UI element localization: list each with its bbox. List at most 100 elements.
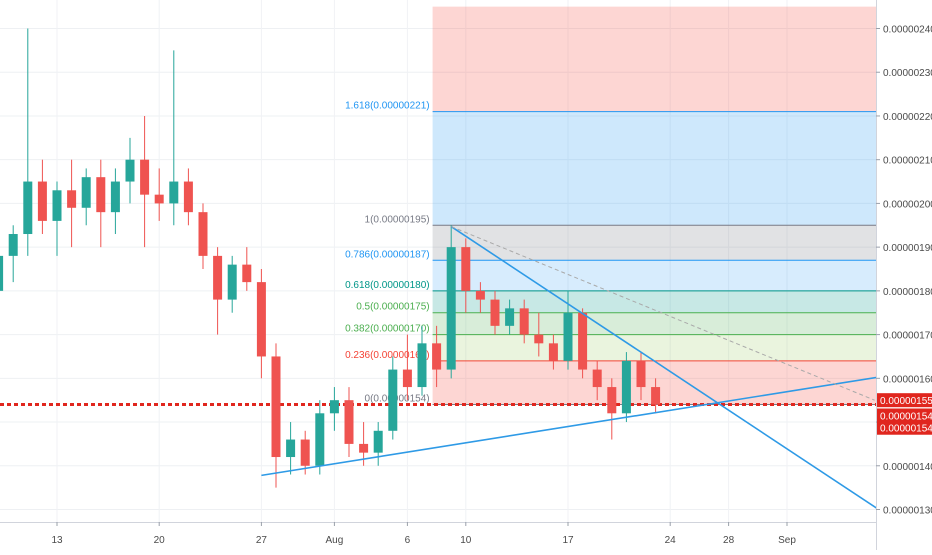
candle-body: [446, 247, 456, 370]
price-axis-label: 0.00000190: [883, 243, 932, 254]
candle-body: [52, 190, 62, 221]
fib-zone: [432, 334, 898, 361]
candle-body: [461, 247, 471, 291]
price-axis-label: 0.00000220: [883, 112, 932, 123]
candle-body: [96, 177, 106, 213]
time-axis-label: 24: [665, 535, 677, 546]
time-axis-label: 17: [562, 535, 574, 546]
candle-body: [621, 360, 631, 414]
fib-level-label: 1.618(0.00000221): [345, 101, 430, 112]
candle-body: [475, 290, 485, 300]
candle-body: [329, 400, 339, 414]
candle-body: [0, 255, 4, 291]
candle-body: [651, 387, 661, 405]
candle-body: [548, 343, 558, 361]
candle-body: [271, 356, 281, 458]
fib-zone: [432, 290, 898, 313]
candle-body: [110, 181, 120, 213]
candle-body: [227, 264, 237, 300]
candle-body: [563, 312, 573, 361]
price-axis-label: 0.00000130: [883, 506, 932, 517]
time-axis-background: [0, 522, 876, 550]
price-tag: [877, 420, 932, 435]
candle-body: [417, 343, 427, 388]
time-axis: 13 20 27 Aug 6 10 17 24 28 Sep: [0, 522, 876, 550]
time-axis-label: 6: [405, 535, 411, 546]
candle-body: [373, 430, 383, 453]
price-axis-label: 0.00000170: [883, 331, 932, 342]
price-axis-label: 0.00000200: [883, 199, 932, 210]
candle-body: [432, 343, 442, 370]
fib-zone: [432, 111, 898, 226]
candle-body: [37, 181, 47, 221]
candle-body: [636, 360, 646, 388]
candle-body: [359, 443, 369, 453]
price-axis-label: 0.00000230: [883, 68, 932, 79]
price-axis: 0.00000240 0.00000230 0.00000220 0.00000210…: [876, 0, 932, 550]
candle-body: [286, 439, 296, 458]
fib-level-label: 0.236(0.00000164): [345, 350, 430, 361]
time-axis-label: 13: [51, 535, 63, 546]
trendlines-layer[interactable]: [261, 225, 905, 527]
time-axis-label: 28: [723, 535, 735, 546]
fib-zone: [432, 6, 898, 112]
candle-body: [242, 264, 252, 283]
candle-body: [592, 369, 602, 388]
candle-body: [402, 369, 412, 388]
candle-body: [519, 308, 529, 335]
fib-level-label: 0.786(0.00000187): [345, 249, 430, 260]
price-axis-label: 0.00000140: [883, 462, 932, 473]
candle-body: [300, 439, 310, 466]
fib-zone: [432, 260, 898, 291]
trendline: [451, 226, 875, 401]
price-axis-label: 0.00000160: [883, 374, 932, 385]
price-axis-background: [876, 0, 932, 550]
trendline: [261, 372, 904, 477]
candle-body: [315, 413, 325, 466]
candle-body: [81, 177, 91, 208]
fib-zone: [432, 225, 898, 261]
time-axis-label: Sep: [778, 535, 796, 546]
candle-body: [213, 255, 223, 300]
price-tag-label: 0.00000154: [880, 424, 932, 435]
time-axis-label: 27: [256, 535, 268, 546]
time-axis-label: 10: [460, 535, 472, 546]
candle-body: [183, 181, 193, 213]
candle-body: [125, 159, 135, 182]
candle-body: [23, 181, 33, 235]
price-axis-label: 0.00000210: [883, 156, 932, 167]
price-tag: [877, 408, 932, 423]
fibonacci-retracement[interactable]: 1.618(0.00000221) 1(0.00000195) 0.786(0.00…: [345, 6, 898, 406]
candle-body: [505, 308, 515, 326]
candle-body: [8, 234, 18, 256]
candle-body: [67, 190, 77, 208]
price-tag-label: 0.00000155: [880, 396, 932, 407]
price-tag-label: 0.00000154: [880, 411, 932, 422]
fib-level-label: 0.382(0.00000170): [345, 324, 430, 335]
price-axis-label: 0.00000240: [883, 25, 932, 36]
candle-body: [140, 159, 150, 195]
price-tags: 0.00000155 0.00000154 0.00000154: [877, 393, 932, 435]
fib-zone: [432, 312, 898, 335]
candle-body: [256, 282, 266, 357]
fib-level-label: 0.618(0.00000180): [345, 280, 430, 291]
candle-body: [534, 334, 544, 344]
candles-layer: [0, 28, 661, 488]
price-axis-label: 0.00000180: [883, 287, 932, 298]
candle-body: [169, 181, 179, 204]
candle-body: [154, 194, 164, 204]
candle-body: [607, 387, 617, 414]
fib-level-label: 1(0.00000195): [365, 214, 430, 225]
price-tag: [877, 393, 932, 408]
fib-level-label: 0.5(0.00000175): [356, 302, 429, 313]
candle-body: [198, 212, 208, 256]
trendline: [450, 225, 905, 527]
time-axis-label: Aug: [326, 535, 344, 546]
candle-body: [578, 312, 588, 370]
candle-body: [388, 369, 398, 431]
candle-body: [344, 400, 354, 444]
time-axis-label: 20: [154, 535, 166, 546]
candle-body: [490, 299, 500, 326]
